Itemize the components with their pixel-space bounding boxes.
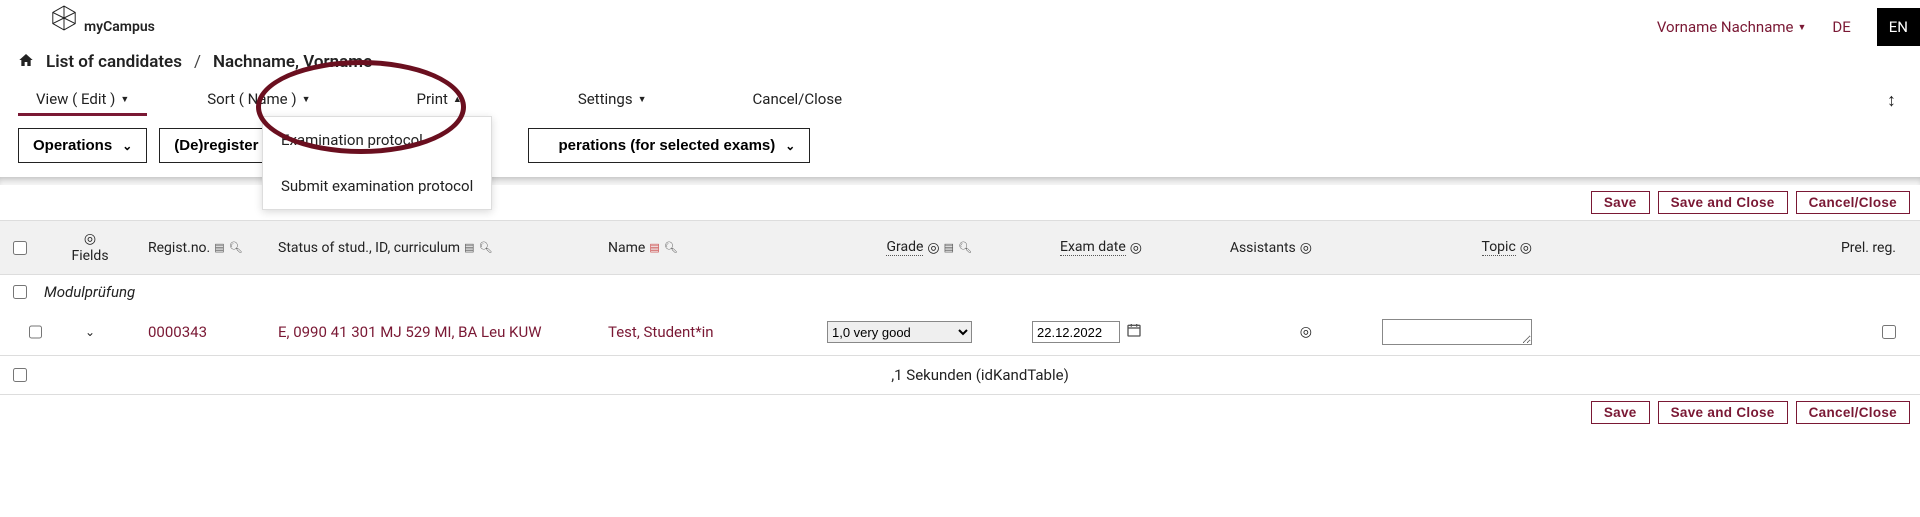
dropdown-submit-exam-protocol[interactable]: Submit examination protocol [263, 163, 491, 209]
target-icon: ◎ [927, 240, 939, 256]
username-label: Vorname Nachname [1657, 18, 1794, 36]
action-buttons-bottom: Save Save and Close Cancel/Close [0, 395, 1920, 430]
breadcrumb-item-2[interactable]: Nachname, Vorname [213, 52, 372, 72]
operations-label: Operations [33, 137, 112, 154]
logo-text: myCampus [84, 19, 155, 35]
cancel-close-button[interactable]: Cancel/Close [1796, 401, 1910, 424]
target-icon: ◎ [1520, 240, 1532, 256]
operations-selected-button[interactable]: perations (for selected exams) ⌄ [528, 128, 811, 163]
menu-bar: View ( Edit ) ▼ Sort ( Name ) ▼ Print ▲ … [0, 84, 1920, 116]
table-header: ◎ Fields Regist.no. ▤ 🔍︎ Status of stud.… [0, 220, 1920, 275]
save-and-close-button[interactable]: Save and Close [1658, 191, 1788, 214]
col-topic-label: Topic [1482, 239, 1516, 256]
breadcrumb-item-1[interactable]: List of candidates [46, 52, 182, 72]
table-group-row: Modulprüfung [0, 275, 1920, 309]
exam-date-input[interactable] [1032, 321, 1120, 343]
target-icon: ◎ [1300, 240, 1312, 256]
chevron-down-icon: ⌄ [785, 139, 795, 153]
expand-row-icon[interactable]: ⌄ [85, 325, 95, 339]
sort-icon[interactable]: ▤ [649, 241, 659, 254]
caret-down-icon: ▼ [638, 94, 647, 105]
col-status-label: Status of stud., ID, curriculum [278, 240, 460, 256]
table-row: ⌄ 0000343 E, 0990 41 301 MJ 529 MI, BA L… [0, 309, 1920, 355]
caret-down-icon: ▼ [120, 94, 129, 105]
assistants-edit-icon[interactable]: ◎ [1300, 324, 1312, 340]
col-prelreg[interactable]: Prel. reg. [1540, 236, 1920, 260]
menu-settings[interactable]: Settings ▼ [560, 84, 665, 116]
menu-settings-label: Settings [578, 90, 633, 108]
col-examdate[interactable]: Exam date ◎ [980, 235, 1150, 260]
col-assistants-label: Assistants [1230, 240, 1296, 256]
user-menu[interactable]: Vorname Nachname ▼ [1657, 18, 1807, 36]
col-name[interactable]: Name ▤ 🔍︎ [600, 236, 780, 260]
lang-de-button[interactable]: DE [1824, 12, 1858, 42]
col-name-label: Name [608, 240, 645, 256]
menu-print-label: Print [417, 90, 448, 108]
col-topic[interactable]: Topic ◎ [1320, 235, 1540, 260]
col-prelreg-label: Prel. reg. [1841, 240, 1896, 256]
cube-icon [50, 4, 78, 36]
prel-reg-checkbox[interactable] [1882, 325, 1896, 339]
resize-vertical-icon[interactable]: ↕ [1887, 90, 1902, 111]
save-button[interactable]: Save [1591, 401, 1650, 424]
col-grade-label: Grade [886, 239, 923, 256]
sort-icon[interactable]: ▤ [944, 241, 954, 254]
breadcrumb: List of candidates / Nachname, Vorname [0, 44, 1920, 84]
col-grade[interactable]: Grade ◎ ▤ 🔍︎ [780, 235, 980, 260]
sort-icon[interactable]: ▤ [214, 241, 224, 254]
search-icon[interactable]: 🔍︎ [478, 241, 492, 254]
menu-cancel-label: Cancel/Close [753, 90, 843, 108]
grade-select[interactable]: 1,0 very good [827, 321, 972, 343]
calendar-icon[interactable] [1126, 322, 1142, 342]
menu-view[interactable]: View ( Edit ) ▼ [18, 84, 147, 116]
topic-input[interactable] [1382, 319, 1532, 345]
cancel-close-button[interactable]: Cancel/Close [1796, 191, 1910, 214]
col-status[interactable]: Status of stud., ID, curriculum ▤ 🔍︎ [270, 236, 600, 260]
caret-down-icon: ▼ [1797, 22, 1806, 33]
col-assistants[interactable]: Assistants ◎ [1150, 236, 1320, 260]
menu-sort-label: Sort ( Name ) [207, 90, 296, 108]
search-icon[interactable]: 🔍︎ [664, 241, 678, 254]
chevron-down-icon: ⌄ [122, 139, 132, 153]
col-registno-label: Regist.no. [148, 240, 210, 256]
deregister-label: (De)register [174, 137, 258, 154]
logo[interactable]: myCampus [50, 4, 155, 36]
search-icon[interactable]: 🔍︎ [229, 241, 243, 254]
operations-selected-label: perations (for selected exams) [559, 137, 776, 154]
dropdown-exam-protocol[interactable]: Examination protocol [263, 117, 491, 163]
cell-name[interactable]: Test, Student*in [600, 319, 780, 345]
target-icon: ◎ [84, 231, 96, 247]
menu-cancel[interactable]: Cancel/Close [735, 84, 861, 116]
group-checkbox[interactable] [13, 285, 27, 299]
lang-en-button[interactable]: EN [1877, 8, 1920, 46]
col-registno[interactable]: Regist.no. ▤ 🔍︎ [140, 236, 270, 260]
footer-checkbox[interactable] [13, 368, 27, 382]
save-and-close-button[interactable]: Save and Close [1658, 401, 1788, 424]
save-button[interactable]: Save [1591, 191, 1650, 214]
footer-status-text: ,1 Sekunden (idKandTable) [40, 366, 1920, 384]
select-all-checkbox[interactable] [13, 241, 27, 255]
menu-sort[interactable]: Sort ( Name ) ▼ [189, 84, 328, 116]
search-icon[interactable]: 🔍︎ [958, 241, 972, 254]
target-icon: ◎ [1130, 240, 1142, 256]
caret-down-icon: ▼ [302, 94, 311, 105]
breadcrumb-sep: / [194, 52, 201, 72]
menu-print[interactable]: Print ▲ [399, 84, 480, 116]
operations-button[interactable]: Operations ⌄ [18, 128, 147, 163]
col-fields-label: Fields [71, 248, 108, 264]
home-icon[interactable] [18, 52, 34, 72]
col-fields[interactable]: ◎ Fields [40, 227, 140, 268]
cell-registno[interactable]: 0000343 [140, 319, 270, 345]
caret-up-icon: ▲ [453, 94, 462, 105]
cell-status[interactable]: E, 0990 41 301 MJ 529 MI, BA Leu KUW [270, 319, 600, 345]
print-dropdown: Examination protocol Submit examination … [262, 116, 492, 210]
group-label: Modulprüfung [40, 283, 135, 301]
table-footer: ,1 Sekunden (idKandTable) [0, 355, 1920, 395]
sort-icon[interactable]: ▤ [464, 241, 474, 254]
col-examdate-label: Exam date [1060, 239, 1126, 256]
menu-view-label: View ( Edit ) [36, 90, 115, 108]
